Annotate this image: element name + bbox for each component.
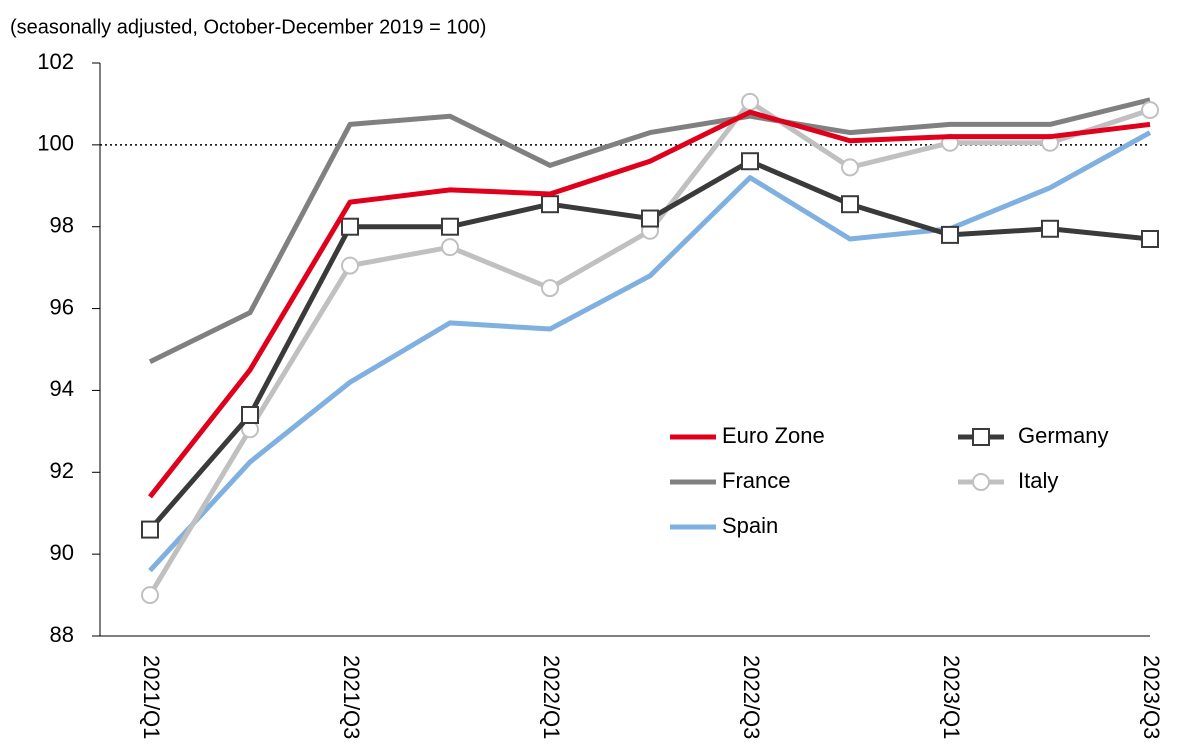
marker [341, 217, 359, 236]
y-tick-label: 96 [50, 294, 74, 319]
marker [1141, 101, 1159, 120]
y-tick-label: 102 [37, 49, 74, 74]
marker [241, 405, 259, 424]
marker [941, 225, 959, 244]
series-line [147, 99, 1151, 597]
y-tick-label: 100 [37, 131, 74, 156]
y-tick-label: 98 [50, 213, 74, 238]
marker [841, 158, 859, 177]
marker [541, 195, 559, 214]
y-tick-label: 88 [50, 622, 74, 647]
legend-marker [972, 473, 990, 491]
marker [1141, 229, 1159, 248]
series-line [148, 109, 1151, 499]
legend-marker [972, 428, 990, 446]
marker [1041, 219, 1059, 238]
x-tick-label: 2022/Q1 [539, 655, 564, 739]
legend-label: Euro Zone [722, 423, 825, 448]
chart-subtitle: (seasonally adjusted, October-December 2… [10, 16, 486, 38]
marker [541, 279, 559, 298]
marker [341, 256, 359, 275]
marker [441, 238, 459, 257]
marker [441, 217, 459, 236]
x-tick-label: 2021/Q3 [339, 655, 364, 739]
legend-label: Germany [1018, 423, 1108, 448]
marker [841, 195, 859, 214]
series-line [148, 130, 1152, 573]
marker [741, 92, 759, 111]
legend-label: Italy [1018, 468, 1058, 493]
x-tick-label: 2023/Q1 [939, 655, 964, 739]
x-tick-label: 2022/Q3 [739, 655, 764, 739]
marker [741, 152, 759, 171]
y-tick-label: 94 [50, 376, 74, 401]
marker [141, 520, 159, 539]
y-tick-label: 90 [50, 540, 74, 565]
x-tick-label: 2021/Q1 [139, 655, 164, 739]
series-line [148, 97, 1151, 365]
marker [641, 209, 659, 228]
legend-label: France [722, 468, 790, 493]
marker [141, 586, 159, 605]
legend-label: Spain [722, 513, 778, 538]
x-tick-label: 2023/Q3 [1139, 655, 1164, 739]
y-tick-label: 92 [50, 458, 74, 483]
